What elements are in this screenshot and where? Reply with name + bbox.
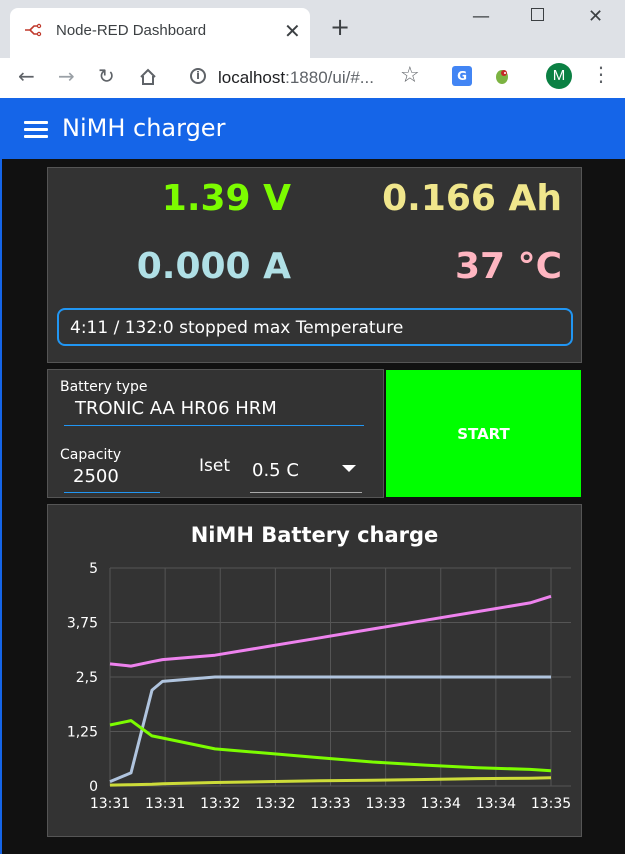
capacity-underline: [64, 492, 160, 493]
close-window-icon[interactable]: ✕: [588, 6, 604, 27]
tab-title: Node-RED Dashboard: [56, 22, 207, 39]
translate-icon[interactable]: G: [452, 66, 472, 86]
forward-icon[interactable]: →: [58, 64, 75, 88]
address-bar[interactable]: i localhost:1880/ui/#...: [190, 62, 440, 94]
x-tick-label: 13:32: [200, 796, 240, 812]
app-header: NiMH charger: [0, 98, 625, 159]
y-tick-label: 3,75: [67, 616, 98, 632]
x-tick-label: 13:31: [145, 796, 185, 812]
capacity-input[interactable]: 2500: [73, 466, 119, 487]
avatar[interactable]: M: [546, 63, 572, 89]
info-icon[interactable]: i: [190, 68, 206, 84]
minimize-icon[interactable]: —: [472, 6, 490, 27]
extension-icon[interactable]: [492, 66, 512, 86]
browser-tab-bar: Node-RED Dashboard ✕ + — ✕: [0, 0, 625, 58]
status-display: 4:11 / 132:0 stopped max Temperature: [57, 308, 573, 346]
x-tick-label: 13:32: [255, 796, 295, 812]
browser-tab[interactable]: Node-RED Dashboard ✕: [10, 8, 310, 58]
battery-type-label: Battery type: [60, 379, 148, 395]
settings-card: Battery type TRONIC AA HR06 HRM Capacity…: [47, 369, 384, 498]
menu-icon[interactable]: ⋮: [591, 62, 611, 86]
series-line-4: [109, 776, 552, 787]
node-red-icon: [25, 23, 42, 37]
left-edge-bar: [0, 159, 2, 854]
y-tick-label: 5: [89, 561, 98, 577]
hamburger-menu-icon[interactable]: [24, 121, 48, 139]
url-text[interactable]: localhost:1880/ui/#...: [218, 68, 374, 87]
capacity-label: Capacity: [60, 447, 122, 463]
status-text: 4:11 / 132:0 stopped max Temperature: [70, 318, 404, 338]
x-tick-label: 13:34: [421, 796, 461, 812]
browser-toolbar: ← → ↻ i localhost:1880/ui/#... ☆ G M ⋮: [0, 58, 625, 98]
battery-type-input[interactable]: TRONIC AA HR06 HRM: [75, 398, 277, 419]
tab-close-icon[interactable]: ✕: [284, 19, 301, 43]
y-tick-label: 2,5: [76, 670, 98, 686]
start-button[interactable]: START: [386, 370, 581, 497]
x-tick-label: 13:35: [531, 796, 571, 812]
y-tick-label: 1,25: [67, 725, 98, 741]
iset-select[interactable]: 0.5 C: [252, 460, 299, 481]
dropdown-arrow-icon[interactable]: [342, 465, 356, 473]
temperature-value: 37 °C: [454, 246, 562, 287]
battery-type-underline: [64, 425, 364, 426]
page-title: NiMH charger: [62, 114, 226, 142]
iset-label: Iset: [199, 456, 230, 476]
home-icon[interactable]: [138, 67, 158, 87]
voltage-value: 1.39 V: [161, 178, 291, 219]
back-icon[interactable]: ←: [18, 64, 35, 88]
current-value: 0.000 A: [136, 246, 291, 287]
iset-underline: [250, 492, 362, 493]
maximize-icon[interactable]: [531, 8, 544, 21]
new-tab-icon[interactable]: +: [330, 13, 351, 41]
chart-title: NiMH Battery charge: [190, 523, 439, 547]
metrics-card: 1.39 V 0.166 Ah 0.000 A 37 °C 4:11 / 132…: [47, 167, 582, 363]
chart-card: NiMH Battery charge 5 3,75 2,5 1,25 0 13:31 13…: [47, 504, 582, 837]
series-line-2: [109, 675, 551, 783]
reload-icon[interactable]: ↻: [98, 64, 115, 88]
capacity-value: 0.166 Ah: [382, 178, 562, 219]
y-tick-label: 0: [89, 779, 98, 795]
x-tick-label: 13:33: [310, 796, 350, 812]
series-line-1: [109, 594, 552, 668]
x-tick-label: 13:31: [90, 796, 130, 812]
star-icon[interactable]: ☆: [400, 63, 420, 88]
x-tick-label: 13:34: [476, 796, 516, 812]
x-tick-label: 13:33: [365, 796, 405, 812]
series-line-3: [109, 719, 552, 773]
